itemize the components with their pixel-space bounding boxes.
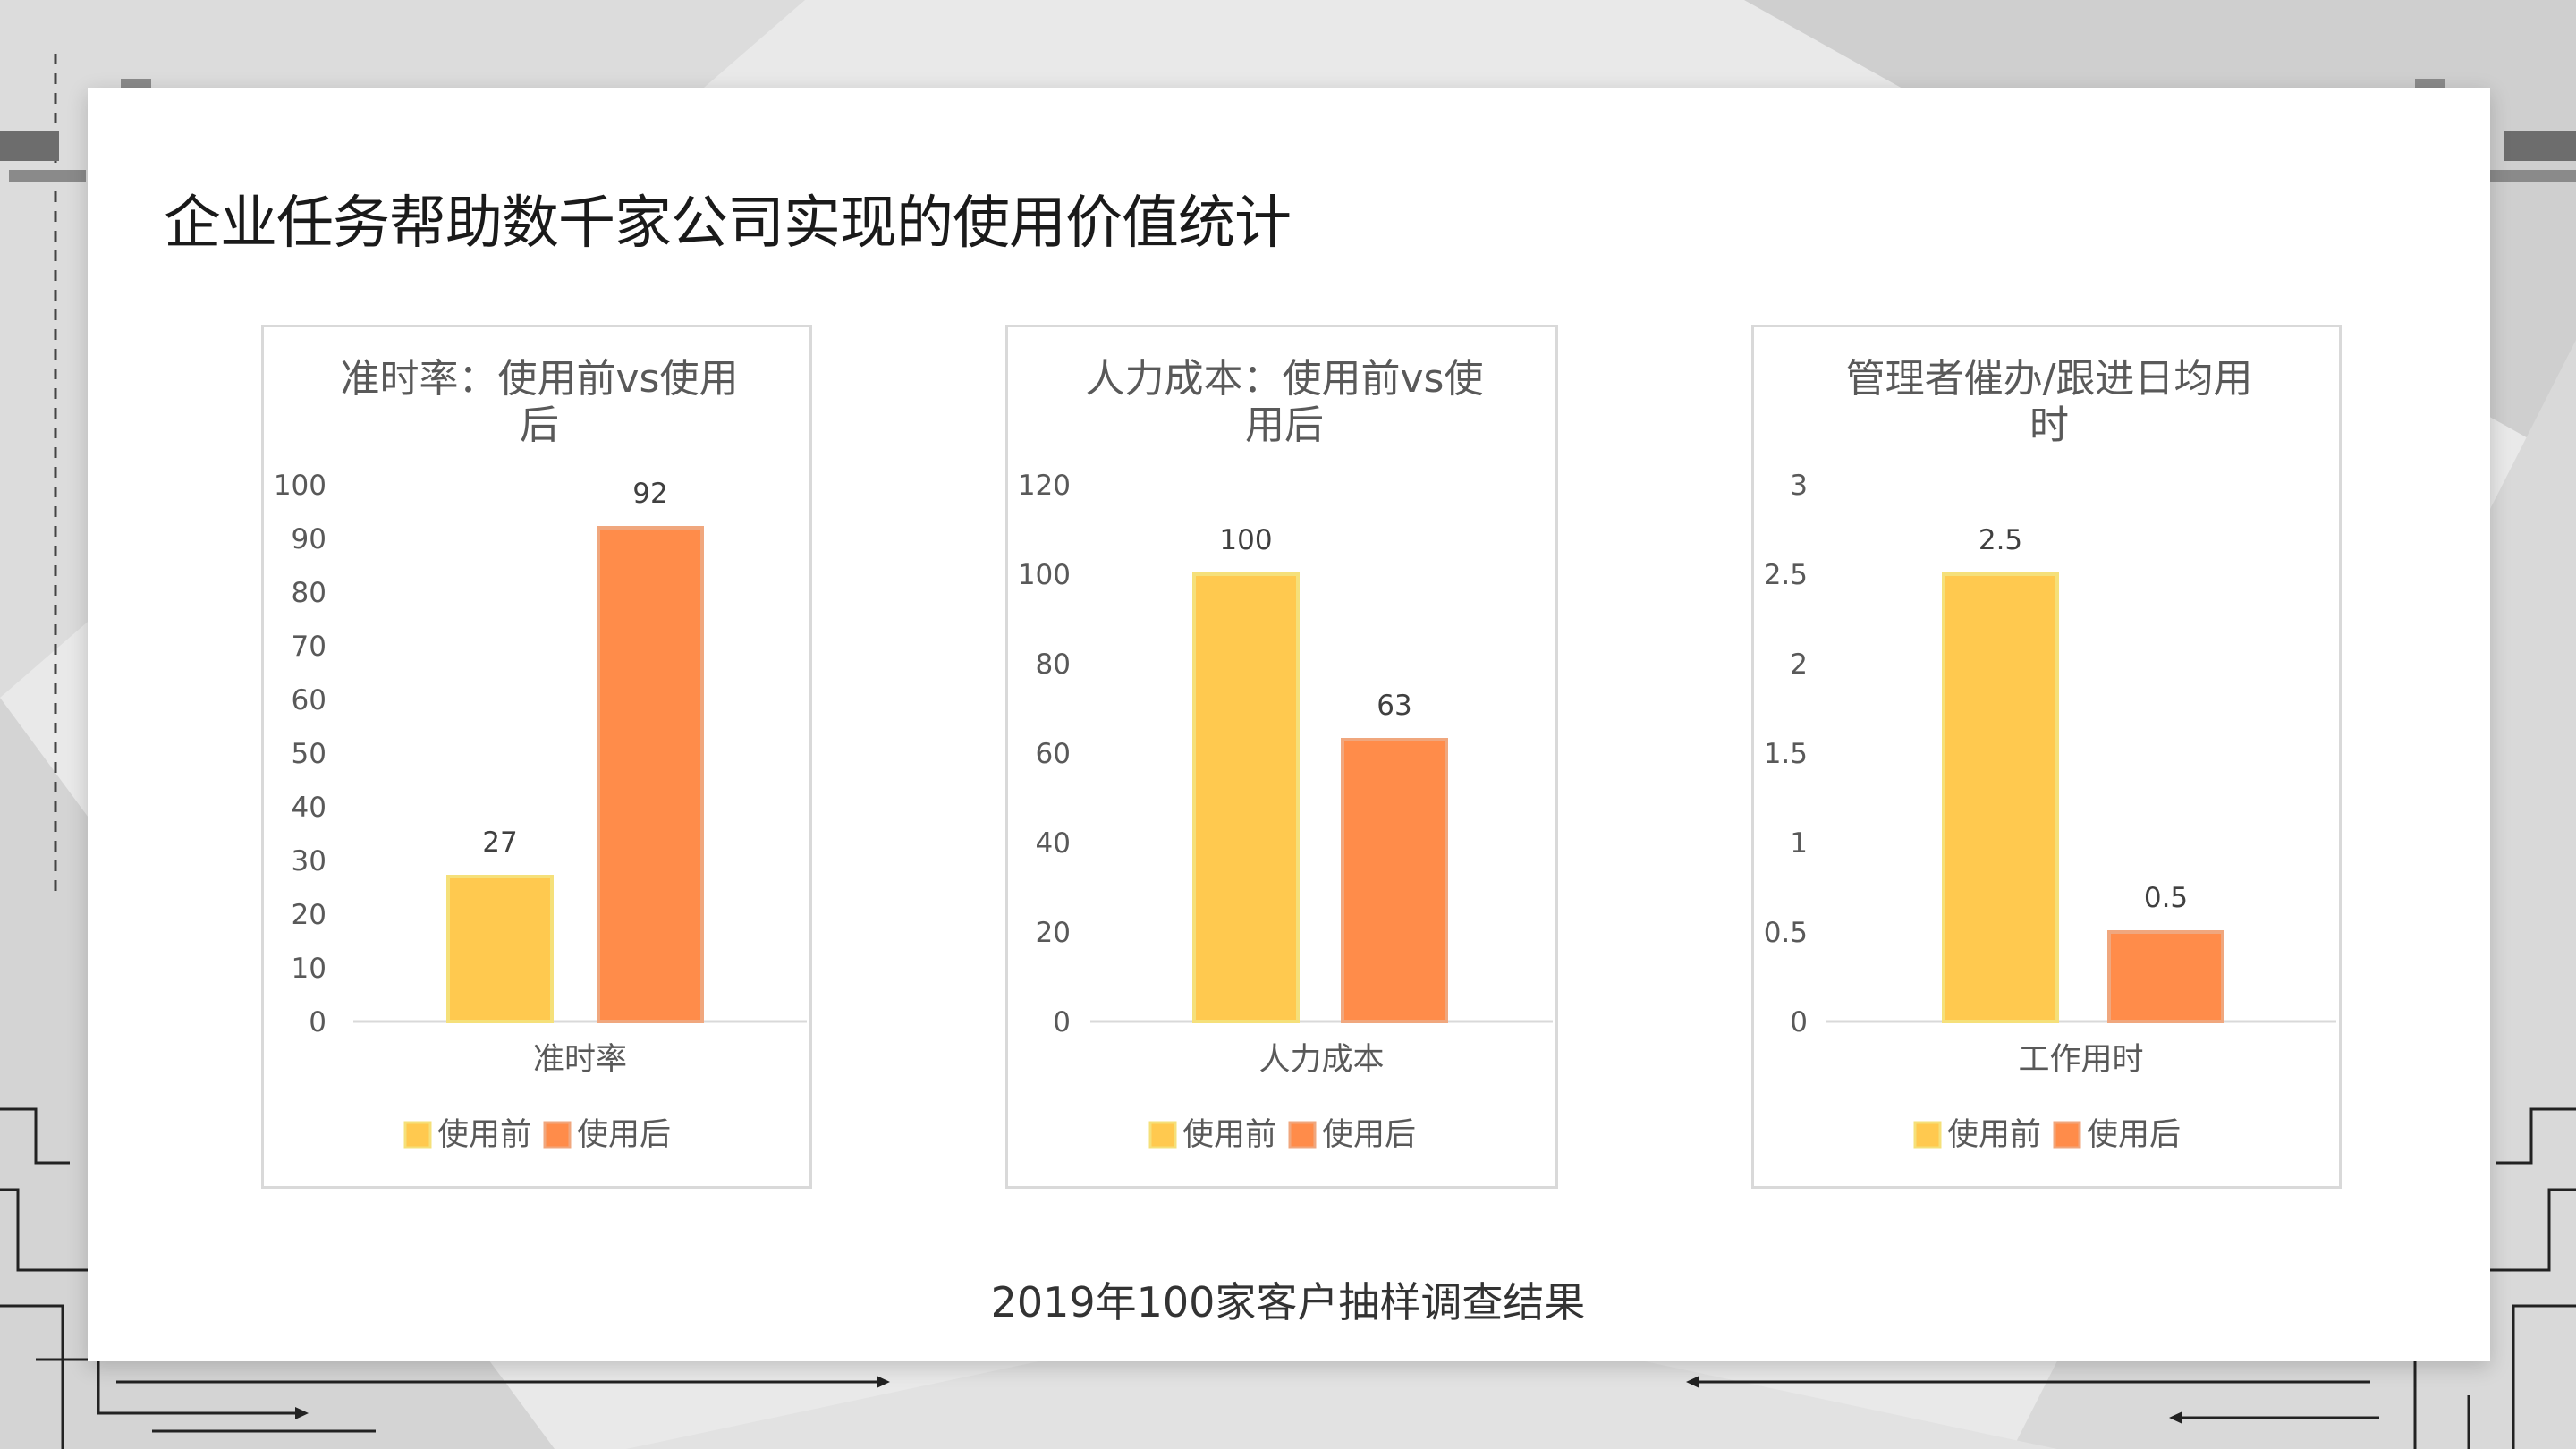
y-tick-label: 40 [1036, 827, 1071, 860]
bar-after [1341, 738, 1448, 1023]
y-tick-label: 60 [1036, 738, 1071, 770]
data-label: 92 [632, 478, 667, 510]
y-tick-label: 20 [292, 899, 326, 931]
data-label: 100 [1219, 524, 1272, 556]
chart-panel-labor-cost: 人力成本：使用前vs使 用后 0 20 40 60 80 100 120 100 63 人力成本使用前… [1005, 325, 1558, 1189]
legend-swatch-after [543, 1121, 572, 1149]
chart-title: 时 [2029, 402, 2069, 448]
chart-panel-on-time-rate: 准时率：使用前vs使用后 0 10 20 30 40 50 60 70 80 90 100 27 92 准时… [261, 325, 812, 1189]
y-tick-label: 40 [292, 792, 326, 824]
y-tick-label: 2 [1790, 648, 1808, 681]
legend-label: 使用后 [1322, 1117, 1416, 1153]
y-tick-label: 80 [292, 577, 326, 609]
legend-swatch-before [1148, 1121, 1177, 1149]
legend-label: 使用前 [437, 1117, 531, 1153]
y-tick-label: 70 [292, 631, 326, 663]
legend-swatch-before [1913, 1121, 1942, 1149]
chart-panel-manager-time: 管理者催办/跟进日均用时 0 0.5 1 1.5 2 2.5 3 2.5 0.5 工作用时使用前 使用… [1751, 325, 2342, 1189]
y-tick-label: 0 [309, 1006, 326, 1038]
legend-swatch-after [1288, 1121, 1317, 1149]
bar-after [597, 526, 704, 1023]
data-label: 0.5 [2144, 882, 2188, 914]
y-tick-label: 60 [292, 684, 326, 716]
y-tick-label: 20 [1036, 917, 1071, 949]
chart-title: 人力成本：使用前vs使 [1086, 356, 1484, 402]
bar-before [1942, 572, 2059, 1023]
y-tick-label: 30 [292, 845, 326, 877]
chart-title: 准时率：使用前vs使用 [341, 356, 739, 402]
chart-title: 后 [520, 402, 559, 448]
y-tick-label: 2.5 [1764, 559, 1808, 591]
legend-label: 使用后 [2087, 1117, 2181, 1153]
page-title: 企业任务帮助数千家公司实现的使用价值统计 [164, 191, 1292, 257]
bar-before [446, 875, 554, 1023]
x-category-label: 准时率 [533, 1042, 627, 1078]
y-tick-label: 10 [292, 953, 326, 985]
legend-swatch-after [2053, 1121, 2081, 1149]
y-tick-label: 120 [1018, 470, 1071, 502]
bar-before [1192, 572, 1300, 1023]
survey-footnote: 2019年100家客户抽样调查结果 [990, 1278, 1586, 1326]
y-tick-label: 100 [1018, 559, 1071, 591]
y-tick-label: 3 [1790, 470, 1808, 502]
y-tick-label: 0 [1790, 1006, 1808, 1038]
x-category-label: 工作用时 [2018, 1042, 2143, 1078]
chart-title: 用后 [1245, 402, 1324, 448]
y-tick-label: 0.5 [1764, 917, 1808, 949]
y-tick-label: 100 [274, 470, 326, 502]
y-tick-label: 1.5 [1764, 738, 1808, 770]
y-tick-label: 0 [1053, 1006, 1071, 1038]
bar-after [2107, 930, 2224, 1023]
legend-label: 使用前 [1947, 1117, 2041, 1153]
legend-label: 使用前 [1182, 1117, 1276, 1153]
x-category-label: 人力成本 [1258, 1042, 1384, 1078]
data-label: 2.5 [1979, 524, 2022, 556]
chart-title: 管理者催办/跟进日均用 [1846, 356, 2253, 402]
legend-label: 使用后 [577, 1117, 671, 1153]
y-tick-label: 50 [292, 738, 326, 770]
data-label: 27 [482, 826, 517, 859]
y-tick-label: 1 [1790, 827, 1808, 860]
y-tick-label: 80 [1036, 648, 1071, 681]
legend-swatch-before [403, 1121, 432, 1149]
y-tick-label: 90 [292, 523, 326, 555]
data-label: 63 [1377, 690, 1411, 722]
